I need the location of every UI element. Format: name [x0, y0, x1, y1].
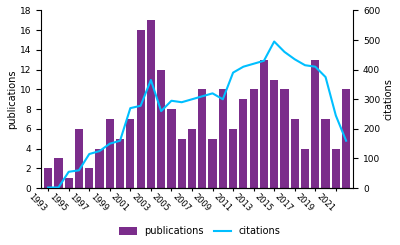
Bar [322, 119, 330, 188]
Bar [54, 159, 62, 188]
Bar [301, 149, 309, 188]
Bar [229, 129, 237, 188]
Bar [106, 119, 114, 188]
Bar [219, 89, 227, 188]
Bar [311, 60, 319, 188]
Bar [239, 99, 248, 188]
Bar [96, 149, 104, 188]
Bar [75, 129, 83, 188]
Y-axis label: citations: citations [383, 78, 393, 120]
Bar [260, 60, 268, 188]
Bar [270, 80, 278, 188]
Bar [116, 139, 124, 188]
Legend: publications, citations: publications, citations [115, 222, 285, 240]
Bar [85, 168, 93, 188]
Bar [157, 70, 165, 188]
Bar [250, 89, 258, 188]
Bar [126, 119, 134, 188]
Bar [188, 129, 196, 188]
Bar [178, 139, 186, 188]
Bar [291, 119, 299, 188]
Bar [147, 20, 155, 188]
Bar [44, 168, 52, 188]
Bar [136, 30, 145, 188]
Bar [64, 178, 73, 188]
Bar [208, 139, 217, 188]
Bar [342, 89, 350, 188]
Bar [280, 89, 288, 188]
Bar [167, 109, 176, 188]
Bar [198, 89, 206, 188]
Y-axis label: publications: publications [7, 70, 17, 129]
Bar [332, 149, 340, 188]
